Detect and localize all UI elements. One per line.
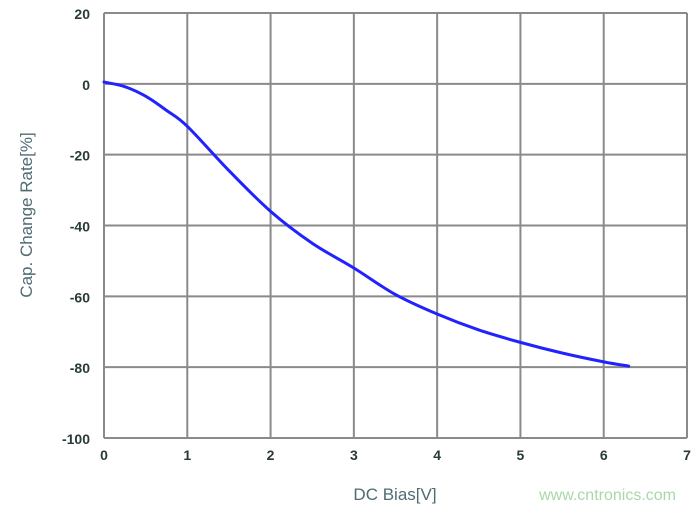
x-tick-label: 6	[600, 447, 608, 463]
y-tick-label: -80	[70, 360, 90, 376]
y-tick-label: 20	[74, 6, 90, 22]
x-tick-label: 4	[433, 447, 441, 463]
y-tick-label: -20	[70, 148, 90, 164]
x-tick-label: 3	[350, 447, 358, 463]
y-tick-label: -100	[62, 431, 90, 447]
x-tick-label: 5	[517, 447, 525, 463]
series-line	[102, 80, 631, 368]
y-tick-label: -60	[70, 289, 90, 305]
x-tick-labels: 0 1 2 3 4 5 6 7	[100, 447, 691, 463]
x-tick-label: 7	[683, 447, 691, 463]
y-tick-label: -40	[70, 219, 90, 235]
x-tick-label: 1	[183, 447, 191, 463]
x-tick-label: 0	[100, 447, 108, 463]
x-axis-label: DC Bias[V]	[353, 485, 436, 504]
x-tick-label: 2	[267, 447, 275, 463]
y-tick-labels: 20 0 -20 -40 -60 -80 -100	[62, 6, 90, 447]
grid	[103, 12, 688, 439]
watermark: www.cntronics.com	[538, 487, 676, 504]
y-axis-label: Cap. Change Rate[%]	[17, 132, 36, 297]
y-tick-label: 0	[82, 77, 90, 93]
